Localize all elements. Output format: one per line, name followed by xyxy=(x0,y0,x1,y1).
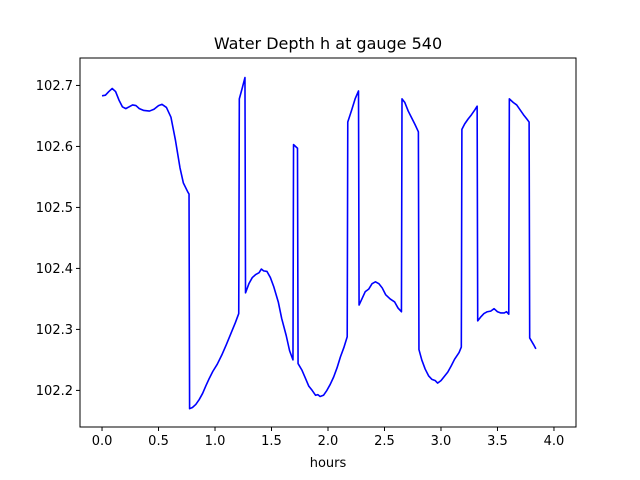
y-tick-label: 102.7 xyxy=(36,79,73,94)
x-axis-label: hours xyxy=(310,456,347,471)
y-tick-label: 102.3 xyxy=(36,323,73,338)
x-tick-label: 4.0 xyxy=(544,434,565,449)
x-tick-label: 2.5 xyxy=(374,434,395,449)
y-tick-label: 102.5 xyxy=(36,201,73,216)
series-line-0 xyxy=(101,76,537,410)
plot-area xyxy=(101,76,537,410)
x-axis: 0.0 0.5 1.0 1.5 2.0 2.5 3.0 3.5 4.0 xyxy=(92,427,565,449)
y-axis: 102.2 102.3 102.4 102.5 102.6 102.7 xyxy=(36,79,80,399)
y-tick-label: 102.4 xyxy=(36,262,73,277)
chart-title: Water Depth h at gauge 540 xyxy=(214,34,442,53)
x-tick-label: 3.0 xyxy=(431,434,452,449)
x-tick-label: 1.5 xyxy=(261,434,282,449)
x-tick-label: 0.0 xyxy=(92,434,113,449)
x-tick-label: 0.5 xyxy=(148,434,169,449)
y-tick-label: 102.2 xyxy=(36,384,73,399)
x-tick-label: 2.0 xyxy=(318,434,339,449)
x-tick-label: 3.5 xyxy=(487,434,508,449)
x-tick-label: 1.0 xyxy=(205,434,226,449)
y-tick-label: 102.6 xyxy=(36,140,73,155)
axes-frame xyxy=(79,57,577,428)
